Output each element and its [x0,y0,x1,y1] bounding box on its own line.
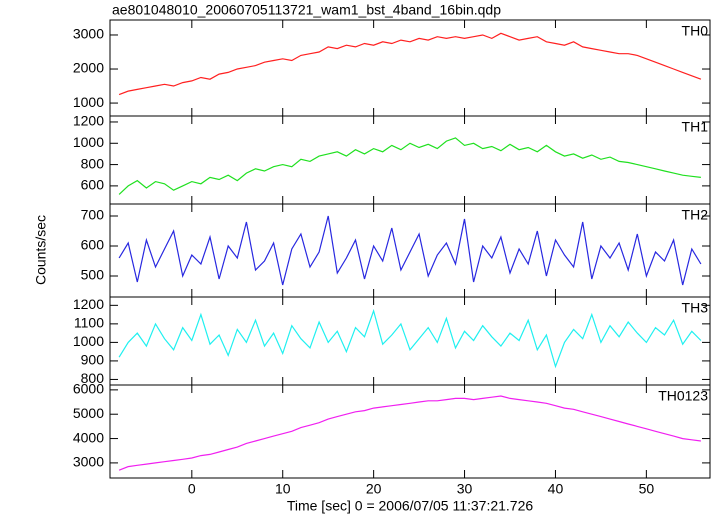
x-axis-label: Time [sec] 0 = 2006/07/05 11:37:21.726 [287,498,534,514]
data-line [118,215,702,286]
y-tick-label: 900 [81,352,105,368]
panel-frame [109,19,711,117]
y-tick-label: 1200 [73,113,104,129]
y-tick-label: 1000 [73,94,104,110]
y-tick-label: 3000 [73,454,104,470]
y-tick-label: 1000 [73,134,104,150]
panel-frame [109,115,711,205]
y-tick-label: 500 [81,267,105,283]
x-tick-label: 20 [366,481,382,497]
panel-label: TH1 [682,119,709,135]
y-tick-label: 1000 [73,333,104,349]
panel-frame [109,296,711,386]
x-tick-label: 30 [457,481,473,497]
panel-frame [109,384,711,479]
y-tick-label: 600 [81,237,105,253]
data-line [118,137,701,195]
panel-label: TH0123 [658,388,708,404]
panel-label: TH2 [682,207,709,223]
data-line [118,308,702,369]
panel-label: TH3 [682,300,709,316]
x-tick-label: 10 [275,481,291,497]
y-tick-label: 800 [81,370,105,386]
x-tick-label: 40 [548,481,564,497]
y-tick-label: 2000 [73,60,104,76]
data-line [118,395,701,471]
data-line [118,32,702,96]
chart-title: ae801048010_20060705113721_wam1_bst_4ban… [112,2,501,18]
panel-frame [109,203,711,298]
y-tick-label: 6000 [73,381,104,397]
y-tick-label: 4000 [73,429,104,445]
y-tick-label: 5000 [73,405,104,421]
panel-label: TH0 [682,23,709,39]
y-tick-label: 700 [81,207,105,223]
y-tick-label: 1200 [73,296,104,312]
y-tick-label: 3000 [73,26,104,42]
y-tick-label: 1100 [74,315,104,331]
y-tick-label: 600 [81,177,105,193]
y-axis-label: Counts/sec [33,215,49,285]
x-tick-label: 50 [639,481,655,497]
y-tick-label: 800 [81,155,105,171]
x-tick-label: 0 [188,481,196,497]
